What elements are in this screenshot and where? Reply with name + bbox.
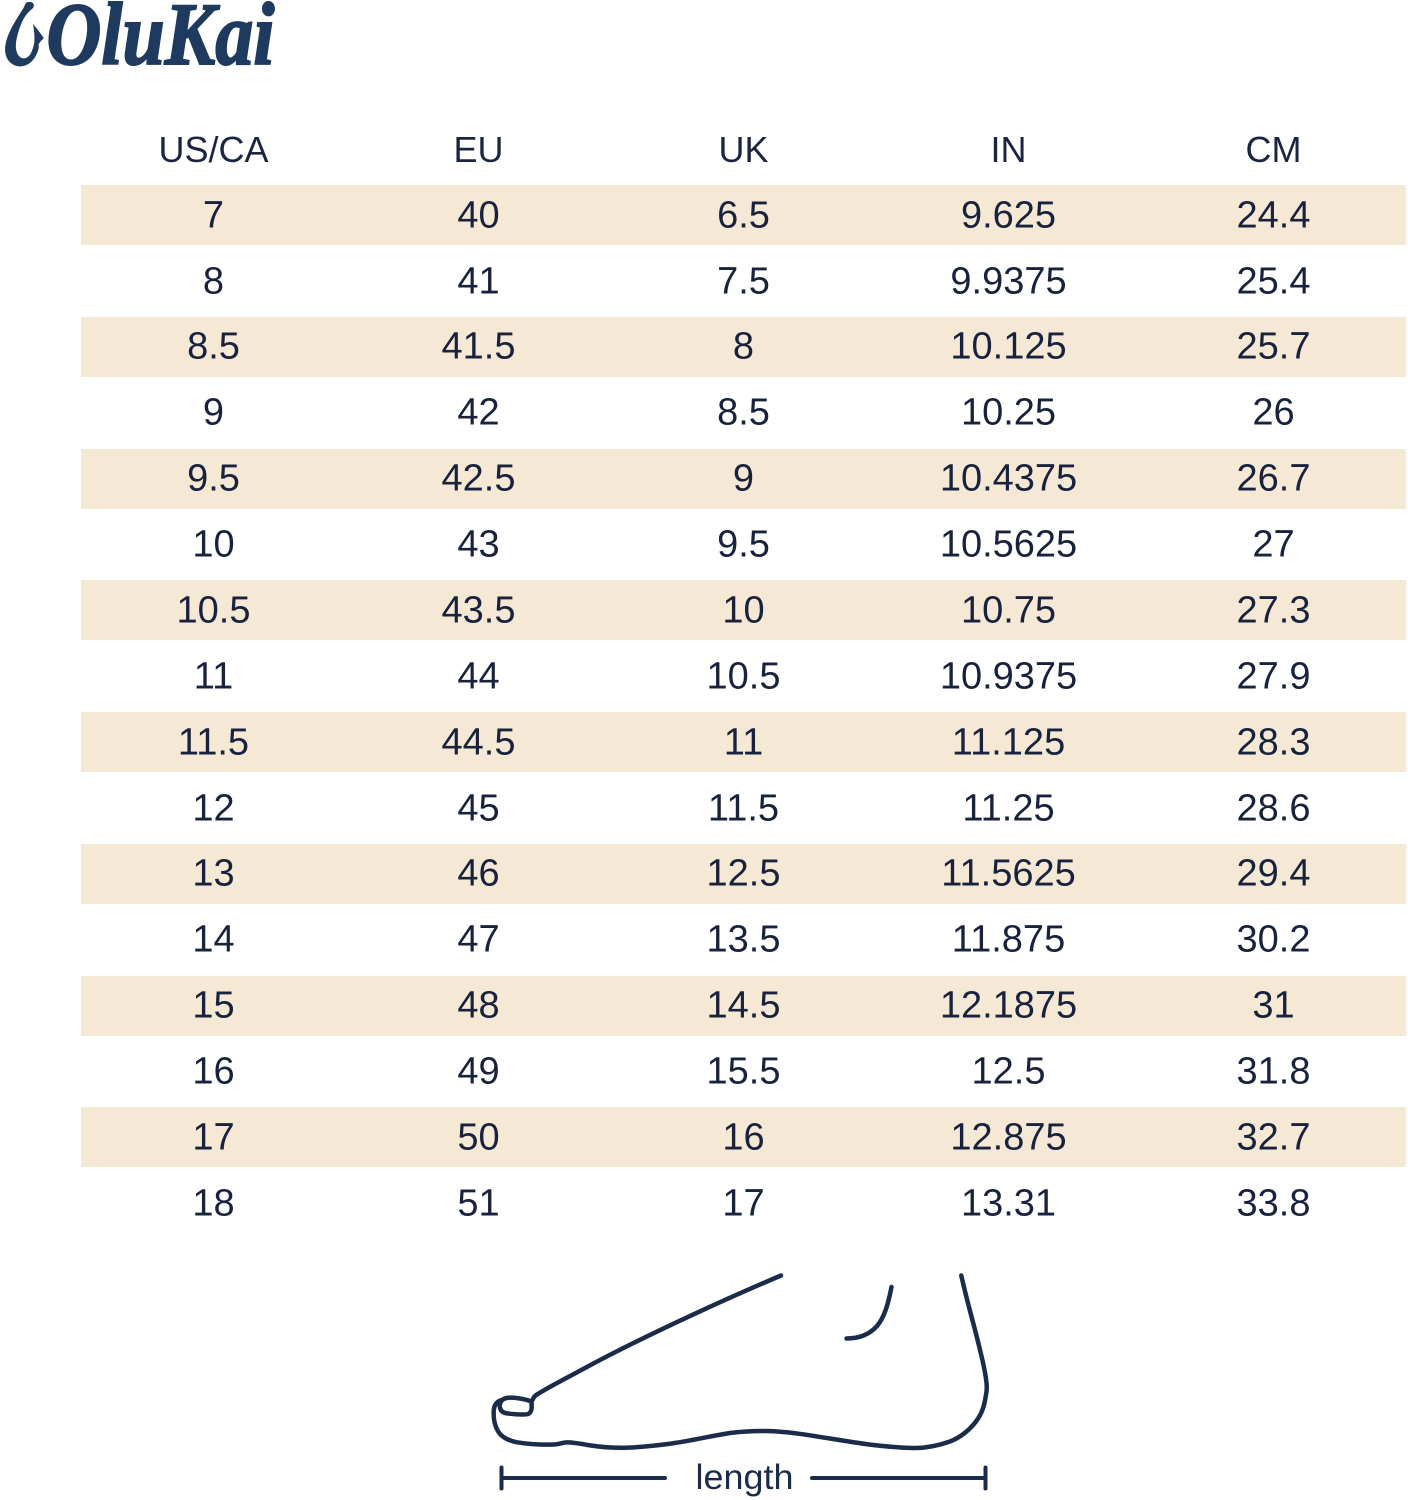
svg-text:length: length	[696, 1458, 794, 1497]
svg-text:OluKai: OluKai	[47, 1, 275, 71]
